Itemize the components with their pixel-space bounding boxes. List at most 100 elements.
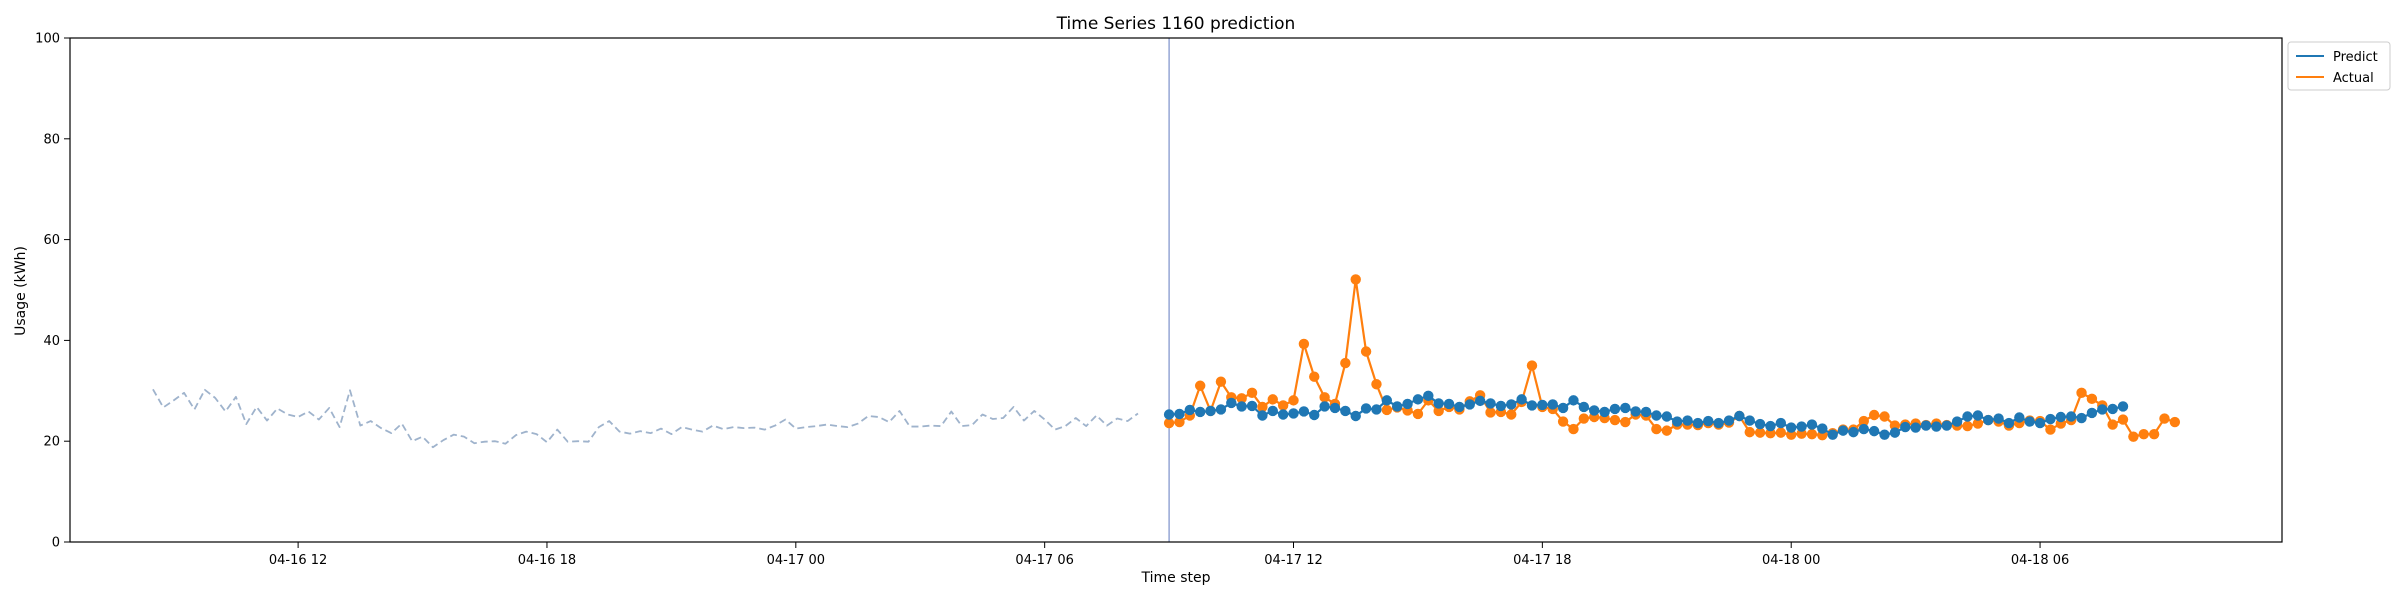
data-point-predict-26 [1433,398,1444,409]
data-point-actual-21 [1381,404,1393,416]
data-point-actual-48 [1661,425,1672,436]
data-point-predict-39 [1568,395,1579,406]
data-point-predict-10 [1267,405,1278,417]
data-point-predict-77 [1962,411,1973,422]
data-point-predict-72 [1910,422,1921,433]
data-point-actual-95 [2148,428,2160,440]
data-point-actual-69 [1879,411,1890,422]
data-point-predict-75 [1941,420,1952,431]
data-point-predict-64 [1827,429,1838,440]
data-point-predict-68 [1868,425,1880,437]
data-point-predict-86 [2055,411,2066,423]
data-point-predict-45 [1630,406,1641,417]
data-point-actual-93 [2128,431,2139,442]
data-point-predict-24 [1412,394,1424,405]
data-point-actual-97 [2169,416,2181,428]
data-point-actual-44 [1620,416,1631,428]
data-point-predict-49 [1671,416,1683,427]
data-point-predict-74 [1931,421,1942,432]
legend: Predict Actual [2287,41,2391,91]
data-point-predict-41 [1589,405,1600,416]
data-point-predict-79 [1983,414,1994,426]
data-point-predict-88 [2076,412,2087,424]
data-point-predict-20 [1371,404,1382,415]
data-point-predict-31 [1485,398,1496,409]
data-point-actual-1 [1174,416,1185,428]
data-point-actual-96 [2159,413,2170,424]
data-point-actual-40 [1578,413,1590,424]
y-tick-label-4: 80 [43,132,60,147]
x-tick-label-0: 04-16 12 [269,553,327,568]
y-axis-title: Usage (kWh) [13,246,29,336]
data-point-predict-61 [1796,421,1807,432]
data-point-predict-11 [1277,409,1289,420]
data-point-predict-0 [1163,409,1175,420]
legend-label-actual: Actual [2333,71,2374,86]
data-point-predict-54 [1723,415,1735,426]
data-point-predict-16 [1329,402,1341,414]
data-point-predict-59 [1775,417,1787,429]
data-point-actual-47 [1651,423,1662,435]
data-point-actual-3 [1194,380,1206,391]
data-point-predict-35 [1526,400,1538,411]
data-point-predict-22 [1392,401,1403,412]
x-axis-title: Time step [1141,570,1211,586]
data-point-predict-89 [2086,407,2098,419]
data-point-predict-65 [1837,425,1849,436]
data-point-predict-28 [1454,401,1465,413]
y-tick-label-5: 100 [35,32,60,47]
data-point-predict-73 [1920,420,1932,431]
data-point-actual-31 [1485,407,1496,418]
data-point-predict-17 [1340,405,1351,417]
data-point-actual-17 [1340,357,1351,369]
data-point-actual-7 [1236,393,1247,404]
data-point-actual-59 [1775,427,1787,438]
data-point-actual-77 [1962,420,1973,432]
legend-label-predict: Predict [2333,50,2378,65]
data-point-predict-52 [1703,415,1714,427]
data-point-predict-78 [1972,410,1984,421]
data-point-predict-76 [1951,416,1963,427]
data-point-actual-35 [1526,360,1538,371]
y-tick-label-3: 60 [43,233,60,248]
data-point-actual-5 [1215,376,1227,387]
data-point-actual-38 [1557,416,1569,427]
data-point-predict-4 [1205,405,1216,417]
data-point-predict-51 [1692,417,1704,429]
data-point-actual-39 [1568,423,1579,435]
data-point-predict-38 [1557,402,1569,414]
data-point-predict-91 [2107,403,2118,415]
data-point-actual-94 [2138,428,2149,440]
plot-frame [69,37,2283,543]
data-point-predict-23 [1402,398,1413,410]
data-point-actual-12 [1288,395,1299,406]
data-point-predict-46 [1640,406,1652,418]
data-point-predict-3 [1194,406,1206,418]
x-tick-label-1: 04-16 18 [518,553,576,568]
data-point-actual-19 [1360,346,1372,357]
data-point-predict-87 [2065,411,2077,422]
data-point-predict-14 [1309,409,1320,421]
data-point-predict-30 [1474,395,1486,407]
data-point-actual-24 [1412,408,1424,420]
data-point-predict-67 [1858,423,1869,435]
data-point-predict-12 [1288,408,1299,419]
data-point-predict-90 [2097,404,2108,415]
axes: 0 20 40 60 80 100 04-16 12 04-16 18 04-17 00 04-1… [35,32,2283,568]
data-point-predict-36 [1537,399,1548,411]
data-point-predict-34 [1516,394,1527,405]
data-point-predict-47 [1651,410,1662,421]
y-tick-label-2: 40 [43,334,60,349]
data-point-actual-85 [2045,424,2056,435]
data-point-actual-0 [1163,417,1175,429]
data-point-predict-60 [1786,422,1797,433]
y-tick-label-1: 20 [43,435,60,450]
data-point-predict-27 [1443,398,1455,410]
data-point-predict-7 [1236,401,1247,412]
data-point-actual-14 [1309,371,1320,382]
y-tick-label-0: 0 [52,536,60,551]
data-point-predict-50 [1682,415,1693,426]
